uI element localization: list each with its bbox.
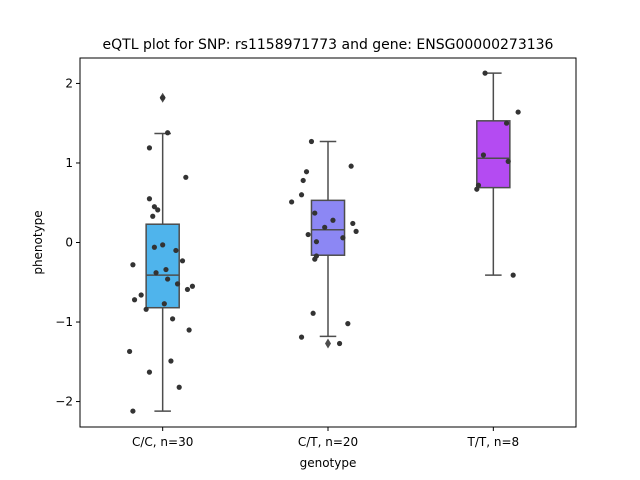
data-point <box>300 177 306 184</box>
data-point <box>151 204 157 210</box>
data-point <box>151 244 157 250</box>
data-point <box>160 95 166 101</box>
data-point <box>345 321 351 327</box>
data-point <box>312 256 318 262</box>
box-iqr <box>310 199 346 256</box>
data-point <box>184 286 191 293</box>
data-point <box>305 231 311 238</box>
data-point <box>163 266 169 273</box>
data-point <box>303 169 310 175</box>
data-point <box>146 196 153 202</box>
data-point <box>510 272 516 278</box>
data-point <box>183 174 189 180</box>
plot-area <box>127 70 521 414</box>
y-tick-label: −1 <box>55 315 73 329</box>
data-point <box>313 239 320 245</box>
data-point <box>310 310 316 316</box>
data-point <box>160 242 166 248</box>
x-tick-label: T/T, n=8 <box>467 435 520 449</box>
data-point <box>146 145 153 151</box>
y-axis: −2 −1 0 1 2 <box>55 76 80 409</box>
data-point <box>330 217 336 223</box>
data-point <box>350 220 356 227</box>
data-point <box>336 340 343 347</box>
data-point <box>480 152 487 158</box>
data-point <box>169 316 176 322</box>
data-point <box>289 199 295 205</box>
data-point <box>130 262 136 268</box>
data-point <box>186 327 192 333</box>
data-point <box>173 247 179 254</box>
chart-title: eQTL plot for SNP: rs1158971773 and gene… <box>103 37 554 53</box>
data-point <box>176 384 182 390</box>
x-axis-label: genotype <box>300 456 357 470</box>
box-iqr <box>145 223 180 309</box>
data-point <box>505 158 511 164</box>
data-point <box>353 228 359 234</box>
data-point <box>482 70 488 76</box>
data-point <box>165 276 171 282</box>
data-point <box>340 235 346 241</box>
data-point <box>127 348 133 355</box>
data-point <box>161 301 167 307</box>
data-point <box>503 120 510 126</box>
data-point <box>153 270 159 276</box>
x-tick-label: C/T, n=20 <box>298 435 358 449</box>
data-point <box>150 213 156 219</box>
data-point <box>168 358 174 364</box>
data-point <box>515 109 521 115</box>
data-point <box>179 258 186 264</box>
outlier-marker <box>325 338 331 349</box>
data-point <box>165 130 171 136</box>
y-tick-label: 1 <box>65 156 73 170</box>
y-tick-label: −2 <box>55 395 73 409</box>
data-point <box>155 207 161 213</box>
data-point <box>146 369 153 375</box>
data-point <box>130 408 136 414</box>
x-axis: C/C, n=30 C/T, n=20 T/T, n=8 <box>132 427 519 449</box>
data-point <box>189 283 196 289</box>
data-point <box>174 281 181 287</box>
data-point <box>298 334 305 340</box>
y-tick-label: 0 <box>65 236 73 250</box>
data-point <box>143 306 149 312</box>
y-tick-label: 2 <box>65 76 73 90</box>
data-point <box>475 182 482 188</box>
data-point <box>138 292 144 298</box>
data-point <box>312 210 318 216</box>
x-tick-label: C/C, n=30 <box>132 435 193 449</box>
data-point <box>322 224 328 230</box>
data-point <box>474 186 480 192</box>
data-point <box>298 192 305 198</box>
y-axis-label: phenotype <box>31 210 45 274</box>
data-point <box>131 297 138 303</box>
data-point <box>348 163 354 169</box>
data-point <box>308 138 315 145</box>
